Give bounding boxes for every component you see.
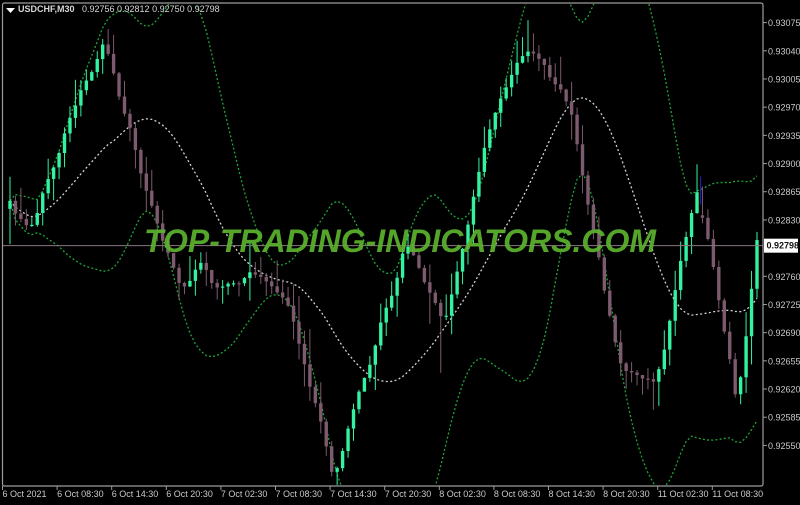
svg-text:7 Oct 08:30: 7 Oct 08:30: [276, 489, 323, 499]
svg-text:11 Oct 08:30: 11 Oct 08:30: [712, 489, 763, 499]
svg-text:USDCHF,M30: USDCHF,M30: [18, 4, 75, 14]
svg-text:6 Oct 14:30: 6 Oct 14:30: [112, 489, 159, 499]
svg-text:0.93075: 0.93075: [768, 18, 800, 28]
svg-text:11 Oct 02:30: 11 Oct 02:30: [658, 489, 709, 499]
svg-text:8 Oct 14:30: 8 Oct 14:30: [549, 489, 596, 499]
svg-text:0.92690: 0.92690: [768, 328, 800, 338]
svg-text:TOP-TRADING-INDICATORS.COM: TOP-TRADING-INDICATORS.COM: [144, 223, 657, 259]
svg-text:7 Oct 20:30: 7 Oct 20:30: [385, 489, 432, 499]
svg-text:6 Oct 08:30: 6 Oct 08:30: [57, 489, 104, 499]
svg-text:0.92798: 0.92798: [767, 241, 800, 251]
svg-text:0.92900: 0.92900: [768, 159, 800, 169]
svg-text:0.92830: 0.92830: [768, 215, 800, 225]
svg-text:6 Oct 2021: 6 Oct 2021: [3, 489, 47, 499]
svg-text:8 Oct 02:30: 8 Oct 02:30: [439, 489, 486, 499]
svg-text:0.92760: 0.92760: [768, 272, 800, 282]
svg-text:0.92585: 0.92585: [768, 413, 800, 423]
svg-text:0.92725: 0.92725: [768, 300, 800, 310]
svg-text:6 Oct 20:30: 6 Oct 20:30: [166, 489, 213, 499]
svg-text:0.92620: 0.92620: [768, 385, 800, 395]
svg-text:0.92935: 0.92935: [768, 131, 800, 141]
svg-text:0.93005: 0.93005: [768, 74, 800, 84]
svg-text:7 Oct 02:30: 7 Oct 02:30: [221, 489, 268, 499]
svg-text:0.92865: 0.92865: [768, 187, 800, 197]
svg-text:0.93040: 0.93040: [768, 46, 800, 56]
svg-text:7 Oct 14:30: 7 Oct 14:30: [330, 489, 377, 499]
svg-text:8 Oct 08:30: 8 Oct 08:30: [494, 489, 541, 499]
svg-text:8 Oct 20:30: 8 Oct 20:30: [603, 489, 650, 499]
svg-text:0.92970: 0.92970: [768, 103, 800, 113]
svg-text:0.92756 0.92812 0.92750 0.9279: 0.92756 0.92812 0.92750 0.92798: [82, 4, 220, 14]
svg-text:0.92550: 0.92550: [768, 441, 800, 451]
svg-text:0.92655: 0.92655: [768, 356, 800, 366]
